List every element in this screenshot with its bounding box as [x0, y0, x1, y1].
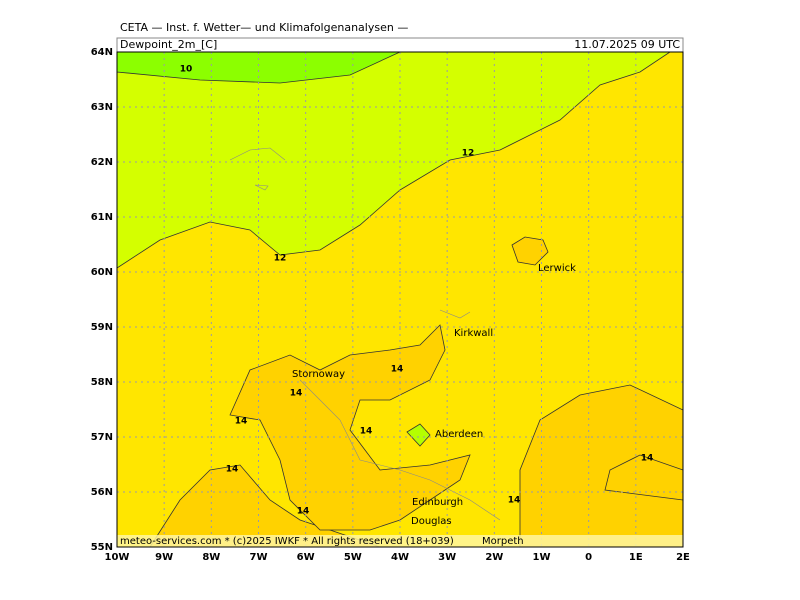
lat-label: 59N	[91, 322, 113, 333]
contour-label: 14	[235, 417, 248, 427]
city-label: Lerwick	[538, 263, 576, 274]
lon-label: 9W	[155, 552, 173, 563]
city-label: Edinburgh	[412, 497, 463, 508]
graticule	[117, 52, 683, 547]
lon-label: 0	[585, 552, 592, 563]
city-label: Kirkwall	[454, 328, 493, 339]
contour-label: 12	[462, 149, 475, 159]
contour	[604, 454, 684, 501]
lon-label: 1W	[533, 552, 551, 563]
lon-label: 4W	[391, 552, 409, 563]
city-label: Douglas	[411, 516, 452, 527]
lon-label: 2W	[485, 552, 503, 563]
lat-label: 63N	[91, 102, 113, 113]
lat-label: 60N	[91, 267, 113, 278]
city-label: Morpeth	[482, 536, 524, 547]
zone-above-14	[511, 236, 549, 266]
lon-label: 3W	[438, 552, 456, 563]
contour-label: 14	[290, 389, 303, 399]
lon-label: 7W	[250, 552, 268, 563]
contour-label: 14	[508, 496, 521, 506]
city-label: Aberdeen	[435, 429, 483, 440]
lat-label: 58N	[91, 377, 113, 388]
contour-label: 14	[391, 365, 404, 375]
lat-label: 56N	[91, 487, 113, 498]
lat-label: 55N	[91, 542, 113, 553]
zone-10-12	[116, 51, 672, 269]
lon-label: 6W	[297, 552, 315, 563]
lon-label: 10W	[105, 552, 130, 563]
lat-label: 64N	[91, 47, 113, 58]
lon-label: 8W	[202, 552, 220, 563]
contour-label: 10	[180, 65, 193, 75]
valid-time: 11.07.2025 09 UTC	[574, 38, 680, 51]
contour-label: 14	[641, 454, 654, 464]
contour-label: 12	[274, 254, 287, 264]
lon-label: 5W	[344, 552, 362, 563]
lat-label: 61N	[91, 212, 113, 223]
zone-12-14	[406, 423, 431, 447]
field-name: Dewpoint_2m_[C]	[120, 38, 217, 51]
contour-label: 14	[226, 465, 239, 475]
lon-label: 1E	[629, 552, 643, 563]
footer-band	[117, 535, 683, 547]
contour-label: 14	[297, 507, 310, 517]
copyright: meteo-services.com * (c)2025 IWKF * All …	[120, 536, 454, 547]
coastline	[229, 147, 501, 521]
city-label: Stornoway	[292, 369, 345, 380]
lat-label: 62N	[91, 157, 113, 168]
institute-title: CETA — Inst. f. Wetter— und Klimafolgena…	[120, 21, 408, 34]
zone-above-14	[229, 324, 471, 531]
lon-label: 2E	[676, 552, 690, 563]
lat-label: 57N	[91, 432, 113, 443]
contour-label: 14	[360, 427, 373, 437]
map-frame	[116, 51, 684, 548]
